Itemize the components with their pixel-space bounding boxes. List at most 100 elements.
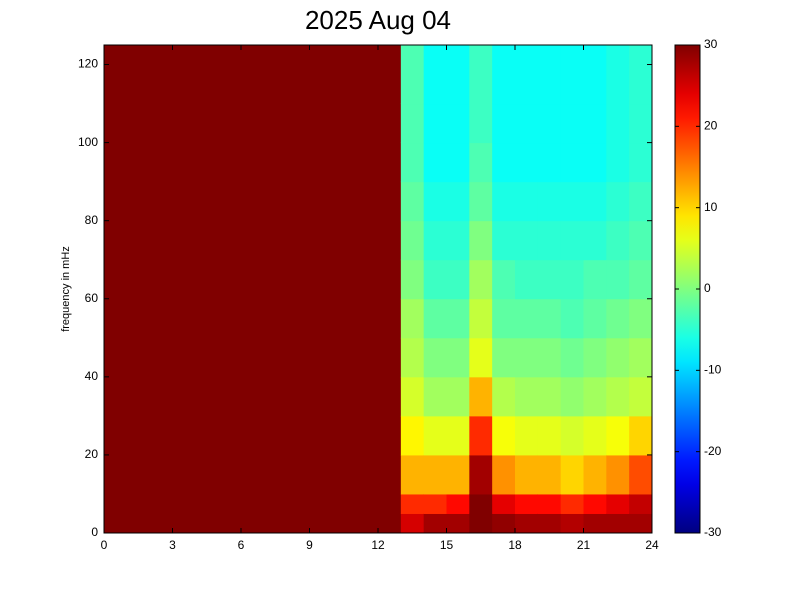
cell [378,298,402,339]
cell [195,103,219,144]
cell [492,103,516,144]
cell [469,259,493,300]
cell [606,298,630,339]
cell [309,142,333,183]
cell [400,513,425,534]
cell [629,181,653,222]
cell [560,259,584,300]
cell [104,513,128,534]
cell [263,181,288,222]
cell [126,415,151,456]
cell [446,493,470,514]
cell [583,45,607,105]
cell [355,259,379,300]
cell [195,298,219,339]
y-tick-label: 0 [91,525,98,539]
cell [263,220,288,261]
cell [583,103,607,144]
cell [241,415,265,456]
cell [423,298,447,339]
cell [446,454,470,495]
cell [560,513,584,534]
cell [515,493,539,514]
cell [446,45,470,105]
cell [309,337,333,378]
cell [172,493,196,514]
cell [286,513,310,534]
cell [583,376,607,417]
x-tick-label: 9 [306,538,313,552]
cell [149,454,173,495]
cell [560,181,584,222]
cell [492,181,516,222]
cell [309,103,333,144]
cell [469,513,493,534]
cell [332,45,356,105]
cell [241,259,265,300]
cell [309,513,333,534]
cell [629,513,653,534]
cell [583,415,607,456]
cell [446,181,470,222]
colorbar-tick-label: 10 [704,200,718,214]
cell [469,103,493,144]
cell [629,45,653,105]
cell [332,103,356,144]
cell [195,142,219,183]
cell [355,454,379,495]
cell [469,220,493,261]
cell [241,376,265,417]
cell [286,337,310,378]
cell [126,142,151,183]
cell [583,181,607,222]
cell [332,376,356,417]
cell [606,220,630,261]
cell [560,142,584,183]
cell [469,493,493,514]
cell [423,454,447,495]
cell [172,259,196,300]
cell [126,337,151,378]
cell [104,376,128,417]
y-tick-label: 120 [78,57,98,71]
cell [492,220,516,261]
cell [218,454,242,495]
cell [332,259,356,300]
cell [446,376,470,417]
cell [400,220,425,261]
cell [126,513,151,534]
cell [629,376,653,417]
cell [537,454,562,495]
cell [469,298,493,339]
cell [332,337,356,378]
cell [378,415,402,456]
cell [332,181,356,222]
cell [355,415,379,456]
cell [309,259,333,300]
cell [537,45,562,105]
cell [309,45,333,105]
cell [378,376,402,417]
cell [583,493,607,514]
cell [218,142,242,183]
x-tick-label: 6 [238,538,245,552]
cell [126,259,151,300]
cell [149,142,173,183]
cell [195,415,219,456]
cell [126,181,151,222]
cell [241,103,265,144]
cell [515,376,539,417]
cell [241,337,265,378]
cell [241,142,265,183]
cell [378,513,402,534]
cell [378,220,402,261]
cell [378,103,402,144]
cell [104,181,128,222]
cell [149,493,173,514]
cell [355,142,379,183]
cell [218,220,242,261]
cell [446,259,470,300]
cell [332,454,356,495]
cell [492,259,516,300]
cell [492,337,516,378]
